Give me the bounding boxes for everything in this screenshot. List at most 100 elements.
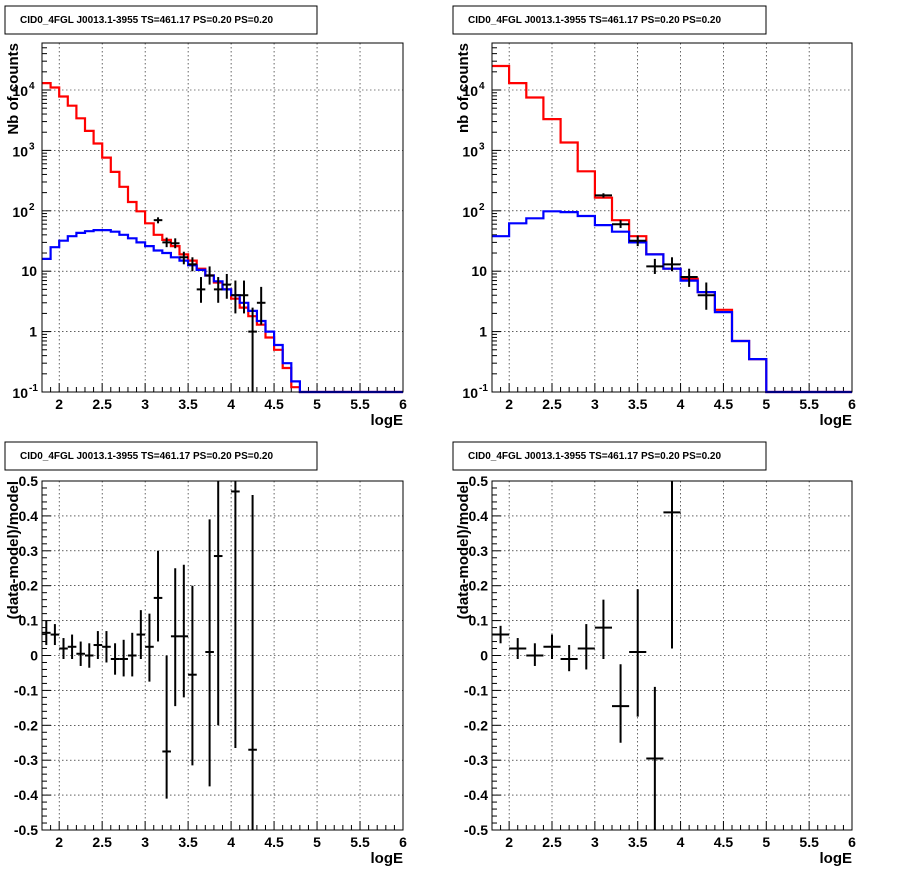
data-point: [697, 282, 715, 310]
y-tick-label: 0.2: [469, 578, 489, 594]
x-tick-label: 3: [591, 834, 599, 850]
x-tick-label: 5: [313, 834, 321, 850]
data-point: [67, 634, 77, 659]
data-point: [577, 624, 595, 670]
data-point: [543, 634, 561, 659]
y-tick-label: 0.5: [469, 473, 489, 489]
data-point: [239, 280, 249, 314]
data-point: [256, 286, 266, 325]
data-point: [213, 277, 223, 303]
x-tick-label: 4.5: [264, 834, 284, 850]
y-tick-label: 10: [12, 204, 28, 220]
chart-title: CID0_4FGL J0013.1-3955 TS=461.17 PS=0.20…: [468, 15, 721, 26]
data-point: [76, 641, 85, 666]
x-tick-label: 3.5: [628, 834, 648, 850]
plot-frame: [41, 480, 404, 831]
x-tick-label: 6: [399, 396, 407, 412]
data-point: [196, 277, 206, 303]
data-point: [102, 631, 111, 663]
data-point: [162, 655, 171, 799]
y-tick-label: -0.2: [14, 717, 38, 733]
y-tick-exponent: 4: [29, 81, 35, 92]
y-axis-title: nb of counts: [455, 43, 472, 133]
data-point: [646, 258, 664, 274]
data-point: [136, 610, 146, 659]
y-tick-label: -0.5: [14, 822, 38, 838]
data-point: [509, 638, 527, 659]
data-point: [205, 266, 214, 285]
y-tick-label: -0.5: [464, 822, 488, 838]
y-tick-label: -0.4: [14, 787, 38, 803]
data-point: [179, 251, 189, 265]
data-point: [153, 217, 163, 224]
data-point: [663, 481, 681, 649]
histogram-series-2: [492, 210, 852, 394]
y-tick-label: 10: [12, 385, 28, 401]
data-point: [179, 564, 189, 698]
data-point: [680, 268, 698, 287]
histogram-series-1: [42, 82, 403, 394]
data-point: [492, 625, 510, 644]
y-tick-label: 0.2: [19, 578, 39, 594]
y-tick-label: 10: [471, 263, 487, 279]
data-point: [84, 643, 94, 668]
chart-panel-1: CID0_4FGL J0013.1-3955 TS=461.17 PS=0.20…: [4, 5, 407, 429]
x-tick-label: 4: [677, 834, 685, 850]
data-point: [248, 307, 257, 392]
data-point: [119, 639, 128, 677]
x-tick-label: 4.5: [264, 396, 284, 412]
x-tick-label: 4: [227, 396, 235, 412]
data-point: [188, 257, 197, 272]
data-point: [153, 550, 163, 642]
y-tick-label: -0.2: [464, 717, 488, 733]
y-tick-label: 0.4: [19, 508, 39, 524]
title-box: [452, 5, 767, 35]
chart-panel-2: CID0_4FGL J0013.1-3955 TS=461.17 PS=0.20…: [452, 5, 856, 429]
x-tick-label: 2.5: [92, 396, 112, 412]
title-box: [4, 441, 318, 471]
x-tick-label: 4: [227, 834, 235, 850]
y-tick-label: 0.1: [469, 613, 489, 629]
data-point: [127, 632, 137, 677]
y-tick-label: 10: [12, 83, 28, 99]
grid-lines: [42, 480, 404, 831]
data-point: [188, 585, 197, 766]
x-tick-label: 2.5: [542, 396, 562, 412]
data-point: [663, 257, 681, 272]
x-tick-label: 2.5: [542, 834, 562, 850]
y-tick-label: -0.1: [464, 682, 488, 698]
y-tick-label: 0.3: [19, 543, 39, 559]
y-tick-label: 0.1: [19, 613, 39, 629]
axis-ticks: [41, 42, 404, 393]
plot-frame: [491, 480, 853, 831]
data-point: [231, 280, 240, 314]
data-point: [222, 273, 232, 299]
y-tick-exponent: -1: [29, 383, 38, 394]
data-points: [492, 481, 681, 830]
x-tick-label: 3.5: [628, 396, 648, 412]
y-tick-label: 10: [462, 83, 478, 99]
title-box: [452, 441, 767, 471]
y-tick-label: -0.3: [464, 752, 488, 768]
x-tick-label: 5.5: [799, 834, 819, 850]
x-tick-label: 5: [762, 396, 770, 412]
x-tick-label: 2: [505, 396, 513, 412]
data-points: [42, 481, 257, 830]
y-axis-title: (data-model)/model: [455, 481, 472, 619]
x-tick-label: 4: [677, 396, 685, 412]
chart-title: CID0_4FGL J0013.1-3955 TS=461.17 PS=0.20…: [20, 15, 273, 26]
data-point: [594, 599, 612, 659]
data-point: [50, 624, 60, 646]
data-point: [560, 645, 578, 672]
grid-lines: [492, 43, 853, 393]
x-axis-title: logE: [820, 412, 853, 429]
x-tick-label: 5.5: [350, 834, 370, 850]
x-tick-label: 3: [141, 396, 149, 412]
data-point: [646, 686, 664, 830]
data-point: [231, 481, 240, 748]
x-tick-label: 3.5: [178, 834, 198, 850]
y-tick-label: -0.4: [464, 787, 488, 803]
y-tick-label: -0.1: [14, 682, 38, 698]
y-tick-label: 1: [479, 324, 487, 340]
